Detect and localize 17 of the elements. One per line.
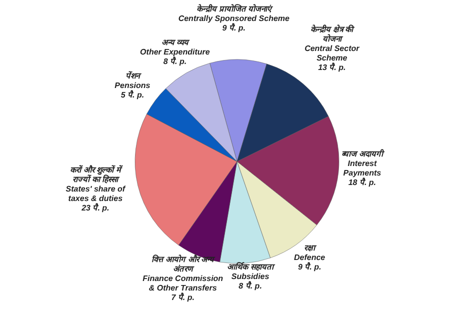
data-label: 8 पै. p. <box>163 56 187 66</box>
slice-label: आर्थिक सहायता Subsidies <box>227 262 276 282</box>
data-label: 7 पै. p. <box>171 292 194 302</box>
slice-label: केन्द्रीय क्षेत्र की योजना Central Sector Scheme <box>304 24 360 62</box>
data-label: 5 पै. p. <box>120 89 144 100</box>
data-label: 18 पै. p. <box>348 176 376 187</box>
slice-label: रक्षा Defence <box>294 243 326 262</box>
slice-label: करों और शुल्कों में राज्यों का हिस्सा States' share of taxes & duties <box>66 164 126 204</box>
data-label: 9 पै. p. <box>222 22 246 32</box>
slice-label: पेंशन Pensions <box>114 70 151 90</box>
data-label: 9 पै. p. <box>298 261 322 272</box>
slice-label: ब्याज अदायगी Interest Payments <box>342 148 385 178</box>
slice-label: केन्द्रीय प्रायोजित योजनाएं Centrally Sponsored Scheme <box>178 3 290 23</box>
data-label: 8 पै. p. <box>238 280 262 291</box>
data-label: 23 पै. p. <box>80 202 110 213</box>
slice-label: अन्य व्यय Other Expenditure <box>140 38 210 56</box>
data-label: 13 पै. p. <box>318 62 346 72</box>
